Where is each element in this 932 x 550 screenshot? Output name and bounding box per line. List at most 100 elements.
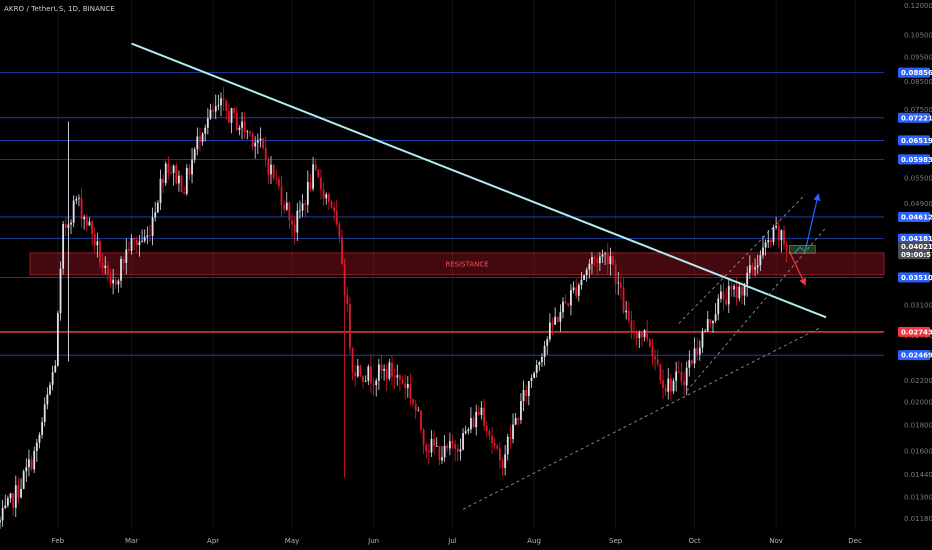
candle-body xyxy=(656,359,659,365)
y-tick-label: 0.05500 xyxy=(904,175,932,183)
candle-body xyxy=(183,192,186,194)
candle-body xyxy=(56,313,59,366)
level-badge-label: 0.02743 xyxy=(901,328,932,336)
candle-body xyxy=(43,404,46,423)
candle-body xyxy=(598,256,601,264)
candle-body xyxy=(604,253,607,255)
candle-body xyxy=(525,389,528,396)
candle-body xyxy=(764,242,767,248)
candle-body xyxy=(64,224,67,228)
current-price-badge xyxy=(898,241,930,260)
y-tick-label: 0.09500 xyxy=(904,54,932,62)
candle-body xyxy=(654,356,657,360)
candle-body xyxy=(259,138,262,141)
candle-body xyxy=(635,331,638,339)
candle-body xyxy=(317,169,320,178)
candle-body xyxy=(17,485,20,498)
candle-body xyxy=(393,376,396,378)
candle-body xyxy=(388,362,391,379)
trendline-descending xyxy=(131,42,827,319)
candle-body xyxy=(591,257,593,264)
candle-body xyxy=(154,212,157,218)
candle-body xyxy=(551,322,554,325)
candle-body xyxy=(83,216,86,220)
y-tick-label: 0.01180 xyxy=(904,515,932,523)
candle-body xyxy=(730,285,733,290)
candle-body xyxy=(675,371,678,381)
x-tick-label: Dec xyxy=(848,537,862,545)
candle-body xyxy=(735,286,738,299)
level-badge xyxy=(898,272,930,283)
candle-body xyxy=(470,418,472,430)
level-badge-label: 0.05983 xyxy=(901,156,932,164)
candle-body xyxy=(538,362,541,366)
level-badge xyxy=(898,211,930,222)
candle-body xyxy=(1,507,4,521)
candle-body xyxy=(451,441,454,445)
y-tick-label: 0.12000 xyxy=(904,2,932,10)
trendlines xyxy=(131,42,827,510)
candle-body xyxy=(272,164,275,179)
candle-body xyxy=(459,449,462,452)
countdown-label: 09:00:57 xyxy=(901,251,932,259)
candle-body xyxy=(443,445,446,458)
candle-body xyxy=(435,446,438,447)
y-tick-label: 0.07500 xyxy=(904,106,932,114)
candle-body xyxy=(627,310,630,321)
y-tick-label: 0.03100 xyxy=(904,301,932,309)
candle-body xyxy=(480,407,483,416)
candle-body xyxy=(493,443,496,446)
candle-body xyxy=(648,339,651,347)
level-badge xyxy=(898,326,930,337)
candle-body xyxy=(22,471,25,489)
y-tick-label: 0.04900 xyxy=(904,200,932,208)
candle-body xyxy=(659,364,662,381)
candle-body xyxy=(120,258,122,281)
candle-body xyxy=(225,100,228,111)
candle-body xyxy=(130,238,133,251)
candle-body xyxy=(288,202,291,221)
projection-bearish xyxy=(788,250,806,286)
level-badge xyxy=(898,233,930,244)
candle-body xyxy=(33,450,36,470)
y-axis: 0.12000 0.10500 0.09500 0.08500 0.07500 0.065… xyxy=(898,2,932,523)
candle-body xyxy=(246,131,249,133)
candle-body xyxy=(427,451,430,453)
candle-body xyxy=(59,268,62,314)
y-tick-label: 0.08500 xyxy=(904,78,932,86)
candle-body xyxy=(301,203,304,211)
candle-body xyxy=(564,301,567,304)
x-tick-label: Nov xyxy=(769,537,783,545)
candle-body xyxy=(191,159,193,175)
candle-body xyxy=(769,240,772,243)
candle-body xyxy=(633,330,635,332)
candle-body xyxy=(767,240,770,243)
candle-body xyxy=(714,314,717,321)
candle-body xyxy=(548,322,551,340)
candle-body xyxy=(556,316,559,322)
candle-body xyxy=(756,265,759,268)
candle-body xyxy=(249,131,251,134)
candle-body xyxy=(527,380,530,396)
candle-body xyxy=(622,287,625,313)
candle-body xyxy=(606,253,609,265)
candle-body xyxy=(688,360,691,368)
candle-body xyxy=(783,230,785,245)
candle-body xyxy=(117,280,120,285)
candle-body xyxy=(754,267,756,270)
candle-body xyxy=(733,286,735,290)
candle-body xyxy=(235,112,238,131)
candle-body xyxy=(149,235,151,237)
candle-body xyxy=(483,407,485,426)
candle-body xyxy=(496,445,499,449)
candle-body xyxy=(88,221,91,226)
candle-body xyxy=(275,178,278,179)
candle-body xyxy=(220,98,222,106)
candle-body xyxy=(467,429,470,432)
candle-body xyxy=(178,175,180,184)
level-badge-label: 0.02469 xyxy=(901,352,932,360)
candle-body xyxy=(138,241,141,246)
candle-body xyxy=(762,247,764,256)
candle-body xyxy=(375,380,378,385)
